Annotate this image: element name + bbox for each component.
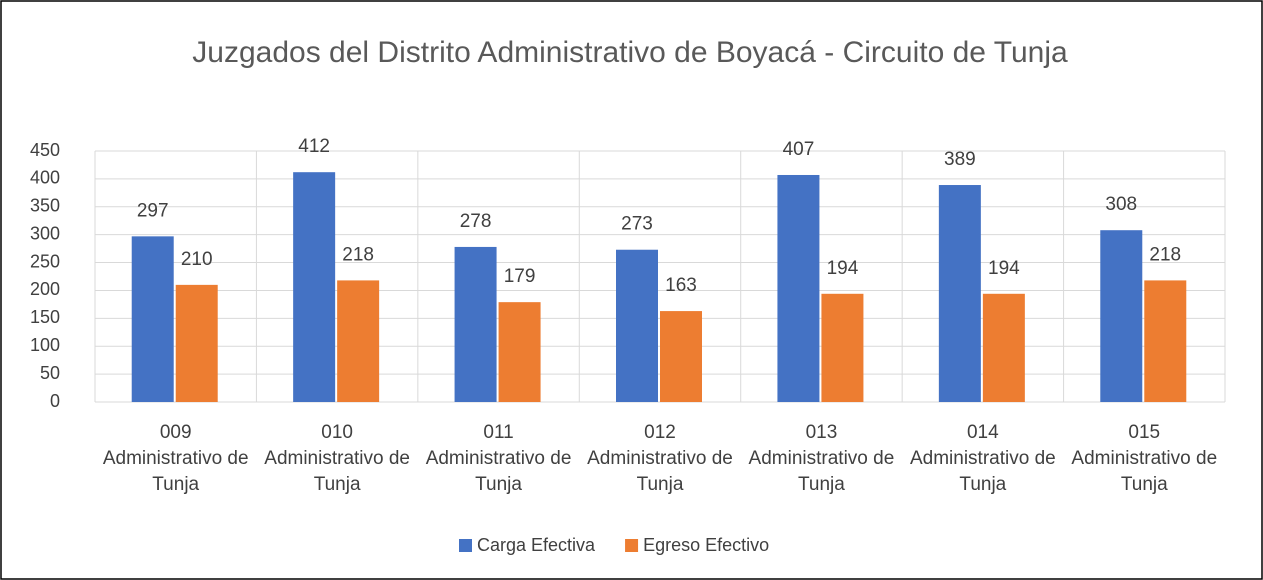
- legend-swatch: [625, 539, 639, 552]
- bar: [1144, 280, 1187, 402]
- data-label: 210: [181, 249, 213, 270]
- x-tick-label: 015 Administrativo de Tunja: [1071, 422, 1218, 495]
- bar: [982, 293, 1025, 402]
- legend-swatch: [459, 539, 472, 552]
- legend-label: Egreso Efectivo: [643, 535, 769, 555]
- legend-label: Carga Efectiva: [477, 535, 596, 555]
- data-label: 194: [988, 258, 1020, 279]
- x-tick-label: 011 Administrativo de Tunja: [425, 422, 572, 495]
- data-label: 179: [504, 266, 536, 287]
- bar: [454, 246, 497, 402]
- y-tick-label: 50: [40, 363, 60, 383]
- y-tick-label: 250: [30, 251, 60, 271]
- data-label: 412: [298, 136, 330, 157]
- x-tick-label: 012 Administrativo de Tunja: [587, 422, 733, 495]
- data-label: 297: [137, 200, 169, 221]
- y-tick-label: 0: [50, 391, 60, 411]
- y-tick-label: 200: [30, 279, 60, 299]
- bar: [498, 302, 541, 402]
- bar: [777, 174, 820, 402]
- x-tick-label: 010 Administrativo de Tunja: [264, 422, 410, 495]
- chart-title: Juzgados del Distrito Administrativo de …: [192, 36, 1068, 69]
- bar: [821, 293, 864, 402]
- bar: [1100, 230, 1143, 402]
- data-label: 163: [665, 275, 697, 296]
- y-tick-label: 350: [30, 196, 60, 216]
- bar: [293, 172, 336, 402]
- data-label: 273: [621, 214, 653, 235]
- data-label: 389: [944, 149, 976, 170]
- data-label: 407: [783, 139, 815, 160]
- y-tick-label: 150: [30, 307, 60, 327]
- data-label: 194: [827, 258, 859, 279]
- x-tick-label: 014 Administrativo de Tunja: [909, 422, 1056, 495]
- y-tick-label: 400: [30, 168, 60, 188]
- bar: [131, 236, 174, 402]
- y-tick-label: 100: [30, 335, 60, 355]
- bar: [938, 185, 981, 402]
- bar: [175, 284, 218, 402]
- x-tick-label: 013 Administrativo de Tunja: [748, 422, 895, 495]
- data-label: 308: [1105, 194, 1137, 215]
- bar: [616, 249, 658, 402]
- bar: [337, 280, 380, 402]
- y-tick-label: 300: [30, 223, 60, 243]
- bar: [660, 311, 702, 402]
- y-tick-label: 450: [30, 140, 60, 160]
- data-label: 218: [1149, 244, 1181, 265]
- x-tick-label: 009 Administrativo de Tunja: [102, 422, 249, 495]
- data-label: 218: [342, 244, 374, 265]
- data-label: 278: [460, 211, 492, 232]
